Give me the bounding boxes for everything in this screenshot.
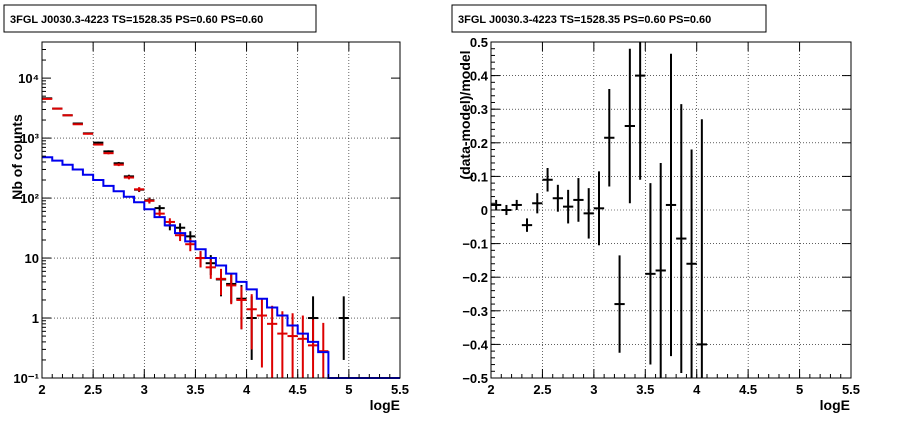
residual-point xyxy=(532,193,543,214)
residual-y-tick-label: −0.4 xyxy=(462,337,488,352)
counts-title-box xyxy=(3,4,317,33)
residual-title: 3FGL J0030.3-4223 TS=1528.35 PS=0.60 PS=… xyxy=(458,14,711,26)
residual-point xyxy=(593,171,605,246)
residual-point xyxy=(583,188,594,239)
model-point xyxy=(134,187,145,192)
model-point xyxy=(226,274,237,305)
residual-point xyxy=(665,53,677,357)
counts-x-tick-label: 5.5 xyxy=(391,382,409,397)
model-point xyxy=(52,107,63,110)
residual-y-axis-title: (data-model)/model xyxy=(457,50,473,179)
residual-point xyxy=(686,149,697,378)
residual-y-tick-label: −0.3 xyxy=(462,304,488,319)
counts-x-tick-label: 4 xyxy=(243,382,251,397)
residual-point xyxy=(573,178,584,222)
model-point xyxy=(267,305,278,378)
model-point xyxy=(246,294,257,350)
counts-x-axis-title: logE xyxy=(370,397,400,413)
model-point xyxy=(277,311,288,378)
residual-point xyxy=(696,119,707,378)
residual-y-tick-label: −0.1 xyxy=(462,237,488,252)
residual-y-tick-label: 0.4 xyxy=(470,69,489,84)
counts-plot-area: 2 2.5 3 3.5 4 4.5 5 5.5 10⁻¹ 1 10 10² 10³ 10⁴ xyxy=(13,41,409,397)
residual-x-tick-label: 3.5 xyxy=(636,382,654,397)
model-point xyxy=(287,313,298,378)
counts-x-tick-label: 2 xyxy=(38,382,45,397)
counts-x-tick-label: 2.5 xyxy=(84,382,102,397)
counts-y-axis-title: Nb of counts xyxy=(9,114,25,200)
model-point xyxy=(144,198,155,204)
model-point xyxy=(93,143,104,146)
counts-y-tick-label: 10² xyxy=(20,191,39,206)
model-point xyxy=(307,319,319,378)
residual-point xyxy=(563,189,574,224)
counts-frame xyxy=(41,41,401,379)
residual-x-tick-label: 3 xyxy=(590,382,597,397)
residual-point xyxy=(604,89,615,187)
model-point xyxy=(72,123,83,126)
residual-plot-area: 2 2.5 3 3.5 4 4.5 5 5.5 −0.5 −0.4 −0.3 −0.2 −0.1 0 0.1… xyxy=(462,35,860,397)
model-point xyxy=(205,259,216,279)
residual-y-tick-label: 0.2 xyxy=(470,136,488,151)
counts-title: 3FGL J0030.3-4223 TS=1528.35 PS=0.60 PS=… xyxy=(10,14,263,26)
residual-point xyxy=(542,168,553,192)
residual-panel: 3FGL J0030.3-4223 TS=1528.35 PS=0.60 PS=… xyxy=(451,4,860,413)
residual-x-tick-label: 4 xyxy=(693,382,701,397)
model-point xyxy=(256,299,268,368)
residual-point xyxy=(521,218,533,232)
residual-point xyxy=(676,104,687,373)
model-point xyxy=(103,152,114,155)
data-point xyxy=(338,296,349,360)
residual-point xyxy=(491,199,502,210)
counts-x-tick-label: 5 xyxy=(345,382,352,397)
model-point xyxy=(123,175,135,180)
counts-x-tick-label: 4.5 xyxy=(289,382,307,397)
model-point xyxy=(42,97,53,100)
residual-y-tick-label: 0.1 xyxy=(470,169,488,184)
residual-x-tick-label: 4.5 xyxy=(739,382,757,397)
residual-y-tick-label: 0.5 xyxy=(470,35,488,50)
model-point xyxy=(82,132,94,135)
residual-point xyxy=(552,184,563,212)
model-point xyxy=(215,268,227,296)
counts-panel: 3FGL J0030.3-4223 TS=1528.35 PS=0.60 PS=… xyxy=(0,0,449,421)
counts-y-tick-label: 10⁻¹ xyxy=(13,371,39,386)
model-point xyxy=(113,163,124,167)
residual-x-tick-label: 5.5 xyxy=(842,382,860,397)
residual-point xyxy=(635,42,646,180)
counts-y-tick-label: 1 xyxy=(32,311,39,326)
model-point xyxy=(154,210,165,218)
residual-point xyxy=(501,204,512,216)
residual-point xyxy=(614,255,625,353)
residual-point xyxy=(624,48,635,204)
counts-y-tick-label: 10 xyxy=(25,251,39,266)
data-point xyxy=(154,205,165,212)
model-point xyxy=(62,114,73,117)
counts-y-tick-label: 10³ xyxy=(20,131,39,146)
data-point xyxy=(93,141,104,144)
residual-y-tick-label: −0.5 xyxy=(462,371,488,386)
residual-x-axis-title: logE xyxy=(820,397,850,413)
residual-title-box xyxy=(451,4,767,33)
counts-model-step-line xyxy=(42,156,400,379)
residual-x-tick-label: 2.5 xyxy=(533,382,551,397)
counts-x-tick-label: 3.5 xyxy=(186,382,204,397)
residual-y-tick-label: −0.2 xyxy=(462,270,488,285)
model-point xyxy=(195,251,206,268)
residual-x-tick-label: 5 xyxy=(796,382,803,397)
residual-y-tick-label: 0.3 xyxy=(470,102,488,117)
residual-point xyxy=(645,183,656,365)
residual-point xyxy=(511,199,522,210)
residual-y-tick-label: 0 xyxy=(481,203,488,218)
model-point xyxy=(297,315,308,378)
counts-y-tick-label: 10⁴ xyxy=(18,71,39,86)
residual-x-tick-label: 2 xyxy=(487,382,494,397)
model-point xyxy=(236,286,247,330)
counts-x-tick-label: 3 xyxy=(141,382,148,397)
residual-point xyxy=(655,162,666,378)
